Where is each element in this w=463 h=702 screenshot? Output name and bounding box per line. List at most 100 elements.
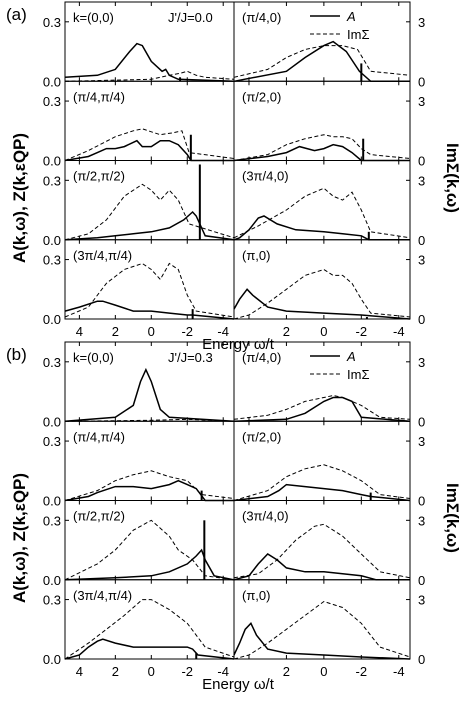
imsigma-series-line bbox=[64, 262, 235, 318]
imsigma-series-line bbox=[64, 70, 235, 82]
x-tick-label: -4 bbox=[393, 664, 405, 679]
x-tick-label: -2 bbox=[181, 664, 193, 679]
x-tick-label: 2 bbox=[283, 664, 290, 679]
right-y-tick-label: 3 bbox=[418, 15, 425, 30]
right-y-tick-label: 3 bbox=[418, 355, 425, 370]
fig-a-xlabel: Energy ω/t bbox=[202, 336, 275, 353]
figure-b: (b) 0.0 0.3 k=(0,0) 0 3 (π/4,0) 0.0 0.3 (π/4,π/4)… bbox=[6, 341, 425, 693]
x-tick-label: 4 bbox=[76, 664, 83, 679]
x-tick-label: 0 bbox=[148, 664, 155, 679]
panel-frame bbox=[233, 579, 411, 660]
left-y-tick-label: 0.0 bbox=[43, 312, 61, 327]
fig-b-panel-7: 0.0 0.3 (3π/4,π/4) bbox=[43, 579, 235, 667]
spectral-series-line bbox=[233, 40, 410, 83]
spectral-series-line bbox=[233, 553, 410, 581]
imsigma-series-line bbox=[233, 134, 411, 161]
legend-imsigma-label: ImΣ bbox=[347, 27, 369, 42]
imsigma-series-line bbox=[233, 600, 411, 660]
fig-b-panel-3: 0.0 0.3 (π/4,π/4) bbox=[43, 420, 235, 509]
right-y-tick-label: 0 bbox=[418, 233, 425, 248]
figure-a: (a) 0.0 0.3 k=(0,0) 0 3 (π/4,0) 0.0 0.3 (π/4,π/4)… bbox=[6, 1, 425, 353]
right-y-tick-label: 0 bbox=[418, 573, 425, 588]
fig-a-panel-2: 0 3 (π/4,0) bbox=[233, 1, 425, 89]
fig-a-panel-3: 0.0 0.3 (π/4,π/4) bbox=[43, 80, 235, 169]
fig-b-panel-5: 0.0 0.3 (π/2,π/2) bbox=[43, 500, 235, 588]
right-y-tick-label: 0 bbox=[418, 652, 425, 667]
right-y-tick-label: 3 bbox=[418, 434, 425, 449]
right-ylabel-a: ImΣ(k,ω) bbox=[443, 143, 462, 213]
left-y-tick-label: 0.0 bbox=[43, 414, 61, 429]
panel-k-label: (π,0) bbox=[242, 248, 270, 263]
spectral-series-line bbox=[64, 210, 235, 241]
panel-k-label: (3π/4,π/4) bbox=[73, 248, 132, 263]
fig-a-panel-8: 0 3 (π,0) bbox=[233, 239, 425, 327]
x-tick-label: -4 bbox=[217, 324, 229, 339]
x-tick-label: -2 bbox=[181, 324, 193, 339]
right-y-tick-label: 0 bbox=[418, 312, 425, 327]
x-tick-label: 0 bbox=[320, 324, 327, 339]
left-y-tick-label: 0.3 bbox=[43, 15, 61, 30]
imsigma-series-line bbox=[233, 187, 411, 239]
right-y-tick-label: 0 bbox=[418, 154, 425, 169]
x-tick-label: -4 bbox=[217, 664, 229, 679]
fig-b-xlabel: Energy ω/t bbox=[202, 676, 275, 693]
panel-k-label: (π/2,π/2) bbox=[73, 169, 125, 184]
legend-imsigma-label: ImΣ bbox=[347, 367, 369, 382]
spectral-series-line bbox=[233, 215, 410, 241]
left-y-tick-label: 0.3 bbox=[43, 173, 61, 188]
panel-k-label: (π,0) bbox=[242, 588, 270, 603]
left-y-tick-label: 0.0 bbox=[43, 494, 61, 509]
imsigma-series-line bbox=[233, 523, 411, 579]
panel-k-label: k=(0,0) bbox=[73, 10, 114, 25]
panel-k-label: (π/4,π/4) bbox=[73, 89, 125, 104]
fig-b-subtitle: J'/J=0.3 bbox=[168, 350, 213, 365]
imsigma-series-line bbox=[64, 519, 235, 581]
spectral-series-line bbox=[233, 143, 410, 162]
left-y-tick-label: 0.0 bbox=[43, 573, 61, 588]
fig-b-panel-8: 0 3 (π,0) bbox=[233, 579, 425, 667]
imsigma-series-line bbox=[64, 183, 235, 241]
legend-a-label: A bbox=[346, 349, 356, 364]
left-ylabel-a: A(k,ω), Z(k,εQP) bbox=[10, 133, 29, 263]
fig-b-title: (b) bbox=[6, 345, 27, 364]
right-y-tick-label: 0 bbox=[418, 414, 425, 429]
imsigma-series-line bbox=[233, 394, 411, 420]
fig-a-panel-7: 0.0 0.3 (3π/4,π/4) bbox=[43, 239, 235, 327]
x-tick-label: -2 bbox=[356, 664, 368, 679]
fig-a-panel-5: 0.0 0.3 (π/2,π/2) bbox=[43, 160, 235, 248]
spectral-series-line bbox=[64, 300, 235, 320]
panel-k-label: (3π/4,0) bbox=[242, 509, 289, 524]
panel-k-label: (π/4,π/4) bbox=[73, 429, 125, 444]
fig-a-subtitle: J'/J=0.0 bbox=[168, 10, 213, 25]
spectral-series-line bbox=[233, 288, 411, 320]
spectral-series-line bbox=[64, 638, 235, 660]
imsigma-series-line bbox=[64, 599, 235, 660]
left-y-tick-label: 0.0 bbox=[43, 154, 61, 169]
panel-k-label: (3π/4,π/4) bbox=[73, 588, 132, 603]
spectral-series-line bbox=[233, 483, 411, 502]
panel-k-label: (3π/4,0) bbox=[242, 169, 289, 184]
x-tick-label: 4 bbox=[76, 324, 83, 339]
fig-a-panel-4: 0 3 (π/2,0) bbox=[233, 80, 425, 169]
imsigma-series-line bbox=[233, 45, 411, 78]
left-y-tick-label: 0.3 bbox=[43, 355, 61, 370]
x-tick-label: 0 bbox=[148, 324, 155, 339]
fig-a-panel-6: 0 3 (3π/4,0) bbox=[233, 160, 425, 248]
right-y-tick-label: 0 bbox=[418, 494, 425, 509]
x-tick-label: 2 bbox=[112, 664, 119, 679]
fig-a-title: (a) bbox=[6, 5, 27, 24]
left-y-tick-label: 0.0 bbox=[43, 74, 61, 89]
left-y-tick-label: 0.3 bbox=[43, 513, 61, 528]
left-y-tick-label: 0.3 bbox=[43, 253, 61, 268]
right-y-tick-label: 3 bbox=[418, 253, 425, 268]
fig-b-panel-2: 0 3 (π/4,0) bbox=[233, 341, 425, 429]
x-tick-label: 2 bbox=[112, 324, 119, 339]
panel-k-label: (π/2,0) bbox=[242, 429, 281, 444]
right-y-tick-label: 3 bbox=[418, 94, 425, 109]
x-tick-label: 2 bbox=[283, 324, 290, 339]
left-y-tick-label: 0.0 bbox=[43, 652, 61, 667]
legend-a-label: A bbox=[346, 9, 356, 24]
panel-k-label: k=(0,0) bbox=[73, 350, 114, 365]
spectral-series-line bbox=[64, 367, 235, 423]
spectral-series-line bbox=[64, 479, 234, 502]
